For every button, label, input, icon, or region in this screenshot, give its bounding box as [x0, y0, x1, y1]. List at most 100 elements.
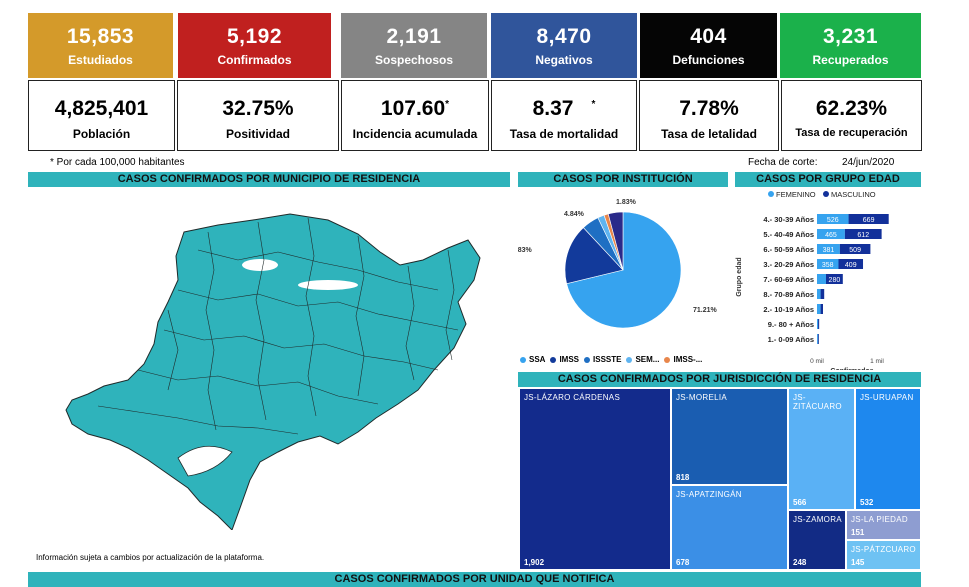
treemap-cell-name: JS-ZITÁCUARO	[793, 393, 842, 411]
pie-label: 1.83%	[616, 199, 637, 206]
male-bar[interactable]	[844, 229, 882, 239]
female-bar[interactable]	[817, 319, 819, 329]
lake-patzcuaro	[242, 259, 278, 271]
footnote: * Por cada 100,000 habitantes	[50, 157, 185, 168]
studied-value: 15,853	[66, 25, 135, 48]
female-bar[interactable]	[817, 304, 821, 314]
legend-label: FEMENINO	[776, 190, 816, 199]
treemap-cell-name: JS-URUAPAN	[860, 393, 914, 402]
female-value-label: 526	[827, 217, 839, 224]
age-category-label: 1.- 0-09 Años	[768, 335, 814, 344]
treemap-cell[interactable]: JS-APATZINGÁN 678	[671, 485, 788, 570]
jurisdiction-treemap: JS-LÁZARO CÁRDENAS 1,902 JS-MORELIA 818 JS-A…	[519, 388, 921, 570]
treemap-cell-name: JS-ZAMORA	[793, 515, 842, 524]
age-category-label: 8.- 70-89 Años	[763, 290, 814, 299]
legend-item[interactable]: IMSS	[550, 355, 579, 364]
institution-pie-chart: 71.21% 16.83% 4.84% 1.83%	[518, 199, 718, 329]
unidad-section-title: CASOS CONFIRMADOS POR UNIDAD QUE NOTIFIC…	[28, 572, 921, 587]
treemap-cell[interactable]: JS-ZAMORA 248	[788, 510, 846, 570]
incidence-asterisk: *	[445, 99, 450, 110]
treemap-cell[interactable]: JS-MORELIA 818	[671, 388, 788, 485]
pie-label: 4.84%	[564, 211, 585, 218]
legend-dot-icon	[626, 356, 633, 363]
population-value: 4,825,401	[54, 97, 149, 120]
treemap-cell[interactable]: JS-ZITÁCUARO 566	[788, 388, 855, 510]
incidence-value: 107.60	[380, 97, 446, 120]
treemap-cell-value: 145	[851, 558, 865, 567]
municipality-borders	[97, 217, 459, 435]
recovery-rate-metric: 62.23% Tasa de recuperación	[781, 80, 922, 151]
positivity-metric: 32.75% Positividad	[177, 80, 339, 151]
confirmed-value: 5,192	[226, 25, 283, 48]
male-bar[interactable]	[839, 244, 871, 254]
male-bar[interactable]	[820, 304, 823, 314]
map-note: Información sujeta a cambios por actuali…	[36, 553, 265, 562]
female-bar[interactable]	[817, 259, 839, 269]
treemap-cell[interactable]: JS-URUAPAN 532	[855, 388, 921, 510]
male-bar[interactable]	[838, 259, 864, 269]
recovered-value: 3,231	[822, 25, 879, 48]
treemap-cell[interactable]: JS-LA PIEDAD 151	[846, 510, 921, 540]
pie-slice-imss[interactable]	[564, 227, 624, 285]
legend-item[interactable]: ISSSTE	[584, 355, 621, 364]
male-value-label: 612	[857, 232, 869, 239]
population-label: Población	[72, 127, 131, 141]
x-tick-label: 1 mil	[870, 358, 884, 365]
male-bar[interactable]	[818, 319, 820, 329]
male-bar[interactable]	[848, 214, 889, 224]
female-value-label: 358	[822, 262, 834, 269]
age-group-bar-chart: FEMENINO MASCULINO 4.- 30-39 Años 526 669 5.-…	[736, 190, 889, 370]
male-bar[interactable]	[826, 274, 843, 284]
positivity-value: 32.75%	[222, 97, 294, 120]
female-value-label: 465	[825, 232, 837, 239]
confirmed-label: Confirmados	[217, 53, 292, 67]
studied-card: 15,853 Estudiados	[28, 13, 173, 78]
legend-dot-icon	[584, 356, 591, 363]
lethality-label: Tasa de letalidad	[661, 127, 757, 141]
male-value-label: 280	[829, 277, 841, 284]
infiernillo-reservoir	[177, 445, 233, 477]
pie-slice-ssa[interactable]	[566, 211, 682, 329]
lake-cuitzeo	[298, 280, 358, 290]
age-category-label: 9.- 80 + Años	[768, 320, 814, 329]
negative-card: 8,470 Negativos	[491, 13, 637, 78]
male-value-label: 669	[863, 217, 875, 224]
female-bar[interactable]	[817, 289, 821, 299]
deaths-card: 404 Defunciones	[640, 13, 777, 78]
incidence-label: Incidencia acumulada	[352, 127, 478, 141]
legend-item[interactable]: IMSS-...	[664, 355, 702, 364]
negative-value: 8,470	[536, 25, 592, 48]
edad-section-title: CASOS POR GRUPO EDAD	[735, 172, 921, 187]
mortality-label: Tasa de mortalidad	[509, 127, 619, 141]
female-bar[interactable]	[817, 229, 845, 239]
municipality-map	[65, 213, 481, 530]
female-bar[interactable]	[817, 334, 818, 344]
legend-dot-icon	[823, 191, 829, 197]
pie-label: 71.21%	[693, 307, 718, 314]
female-bar[interactable]	[817, 214, 849, 224]
legend-item[interactable]: SEM...	[626, 355, 659, 364]
studied-label: Estudiados	[68, 53, 133, 67]
treemap-cell-name: JS-PÁTZCUARO	[851, 545, 916, 554]
pie-slice-other[interactable]	[607, 211, 624, 271]
incidence-metric: 107.60* Incidencia acumulada	[341, 80, 489, 151]
male-bar[interactable]	[817, 334, 819, 344]
legend-dot-icon	[664, 356, 671, 363]
legend-item[interactable]: SSA	[520, 355, 545, 364]
legend-dot-icon	[520, 356, 526, 363]
treemap-cell-value: 248	[793, 558, 807, 567]
cutoff-label: Fecha de corte:	[748, 157, 818, 168]
treemap-cell-name: JS-LÁZARO CÁRDENAS	[524, 393, 621, 402]
cutoff-date: 24/jun/2020	[842, 157, 895, 168]
suspected-card: 2,191 Sospechosos	[341, 13, 487, 78]
population-metric: 4,825,401 Población	[28, 80, 175, 151]
treemap-cell[interactable]: JS-PÁTZCUARO 145	[846, 540, 921, 570]
positivity-label: Positividad	[225, 127, 290, 141]
y-axis-label: Grupo edad	[736, 257, 743, 296]
treemap-cell[interactable]: JS-LÁZARO CÁRDENAS 1,902	[519, 388, 671, 570]
recovery-rate-label: Tasa de recuperación	[795, 127, 908, 139]
suspected-label: Sospechosos	[374, 53, 454, 67]
female-bar[interactable]	[817, 244, 840, 254]
female-bar[interactable]	[817, 274, 826, 284]
male-bar[interactable]	[820, 289, 825, 299]
